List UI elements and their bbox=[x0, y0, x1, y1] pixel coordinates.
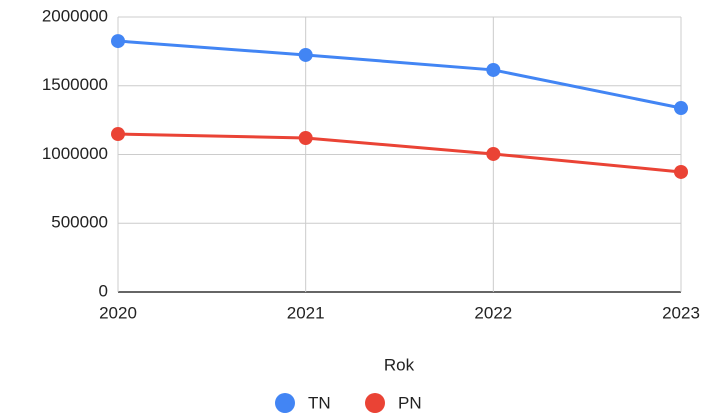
x-axis-label: Rok bbox=[384, 355, 415, 374]
data-point bbox=[111, 127, 125, 142]
y-tick-label: 500000 bbox=[51, 213, 108, 232]
legend-label: TN bbox=[308, 393, 331, 412]
data-point bbox=[674, 164, 688, 179]
series-line bbox=[117, 39, 682, 110]
x-tick-label: 2021 bbox=[287, 303, 325, 322]
series-line bbox=[117, 132, 682, 174]
data-point bbox=[674, 101, 688, 116]
data-point bbox=[298, 131, 313, 145]
data-point bbox=[486, 62, 501, 77]
y-tick-label: 1000000 bbox=[42, 144, 108, 163]
y-tick-label: 1500000 bbox=[42, 75, 108, 94]
x-tick-label: 2022 bbox=[474, 303, 512, 322]
data-point bbox=[486, 146, 501, 161]
data-point bbox=[111, 34, 125, 49]
legend-marker bbox=[275, 393, 295, 413]
legend-label: PN bbox=[398, 393, 422, 412]
x-tick-label: 2023 bbox=[662, 303, 700, 322]
y-tick-label: 0 bbox=[99, 281, 108, 300]
x-tick-label: 2020 bbox=[99, 303, 137, 322]
legend-marker bbox=[365, 393, 385, 413]
data-point bbox=[298, 47, 313, 62]
y-tick-label: 2000000 bbox=[42, 6, 108, 25]
